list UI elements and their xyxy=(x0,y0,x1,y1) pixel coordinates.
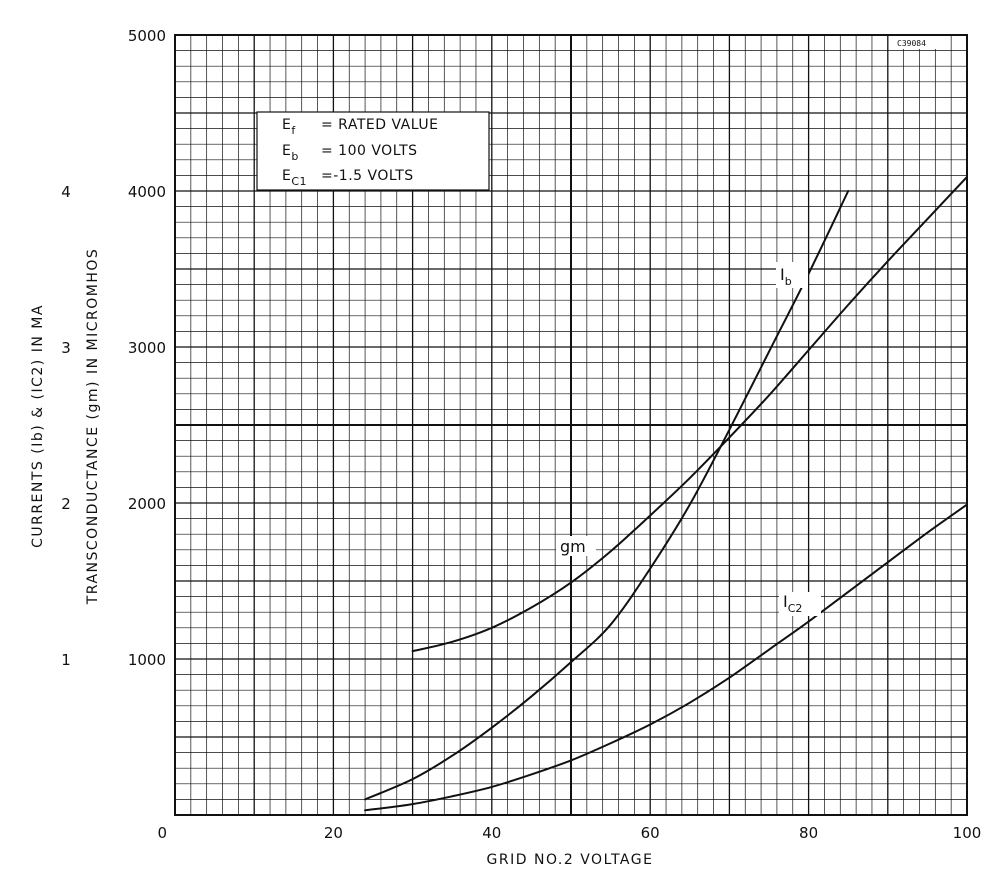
y-axis-title-transconductance: TRANSCONDUCTANCE (gm) IN MICROMHOS xyxy=(85,248,101,606)
ic2-curve-label: IC2 xyxy=(783,592,802,615)
plot-frame xyxy=(174,34,968,816)
y-tick-label-currents: 4 xyxy=(61,183,71,201)
x-tick-label: 20 xyxy=(324,824,343,842)
chart-curves xyxy=(364,175,968,812)
conditions-legend-box xyxy=(256,111,490,191)
x-tick-label: 60 xyxy=(641,824,660,842)
y-tick-label-currents: 1 xyxy=(61,651,71,669)
gm-curve-label: gm xyxy=(560,537,586,556)
chart-axes: 0 20 40 60 80 100 1000 2000 3000 4000 5000 1 2 3 4 xyxy=(61,27,981,842)
ib-curve-label: Ib xyxy=(780,265,792,288)
x-axis-title: GRID NO.2 VOLTAGE xyxy=(487,852,654,868)
ic2-label-bg xyxy=(779,592,821,616)
condition-eb: Eb = 100 VOLTS xyxy=(282,143,418,163)
y-tick-label-transconductance: 3000 xyxy=(128,339,166,357)
conditions-legend: Ef = RATED VALUE Eb = 100 VOLTS EC1 =-1.5 V… xyxy=(256,111,490,191)
y-tick-label-currents: 3 xyxy=(61,339,71,357)
y-tick-label-transconductance: 4000 xyxy=(128,183,166,201)
chart-grid xyxy=(174,34,968,816)
x-tick-label: 80 xyxy=(799,824,818,842)
y-tick-label-transconductance: 1000 xyxy=(128,651,166,669)
curve-labels: gm Ib IC2 xyxy=(556,262,821,616)
series-line-ib xyxy=(364,190,850,801)
condition-ef: Ef = RATED VALUE xyxy=(282,117,438,137)
series-line-gm xyxy=(411,175,968,653)
y-tick-label-transconductance: 5000 xyxy=(128,27,166,45)
y-tick-label-currents: 2 xyxy=(61,495,71,513)
y-axis-title-currents: CURRENTS (Ib) & (IC2) IN MA xyxy=(30,304,46,548)
gm-label-bg xyxy=(556,536,596,556)
x-tick-label: 100 xyxy=(953,824,982,842)
condition-ec1: EC1 =-1.5 VOLTS xyxy=(282,168,414,188)
ib-label-bg xyxy=(776,262,808,288)
x-tick-label: 0 xyxy=(157,824,167,842)
x-tick-label: 40 xyxy=(482,824,501,842)
chart-code-bg xyxy=(892,36,950,49)
chart-code: C39084 xyxy=(897,39,926,48)
series-line-ic2 xyxy=(364,503,968,812)
y-tick-label-transconductance: 2000 xyxy=(128,495,166,513)
